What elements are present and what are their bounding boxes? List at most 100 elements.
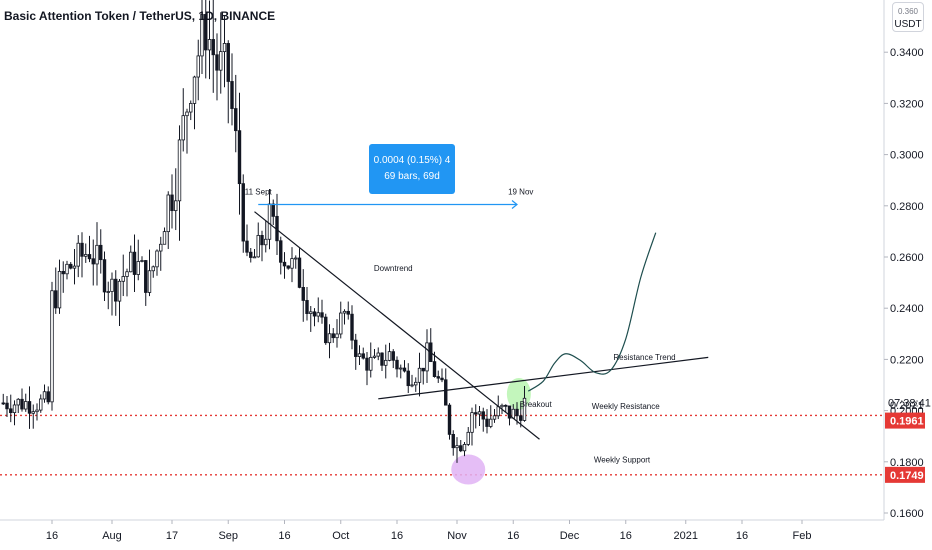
candle-body <box>391 351 395 361</box>
candle-body <box>515 408 519 417</box>
candle-body <box>241 183 245 242</box>
price-tag-label: 0.1961 <box>890 416 924 428</box>
candle-body <box>174 200 178 212</box>
candle-body <box>470 412 474 433</box>
candle-body <box>496 406 500 417</box>
candle-body <box>440 377 444 381</box>
candle-body <box>264 238 268 246</box>
candle-body <box>159 243 163 252</box>
x-tick-label: 16 <box>391 530 403 542</box>
candle-body <box>189 103 193 113</box>
candle-body <box>395 359 399 370</box>
candle-body <box>331 333 335 339</box>
candle-body <box>357 353 362 357</box>
candle-body <box>432 361 437 377</box>
bar-countdown: 07:38:41 <box>888 398 931 410</box>
candle-body <box>522 397 527 421</box>
projection-path <box>527 232 657 392</box>
candle-body <box>65 263 69 275</box>
candle-body <box>177 139 182 202</box>
x-tick-label: Oct <box>332 530 349 542</box>
candle-body <box>335 333 339 339</box>
candle-body <box>252 256 257 259</box>
candle-body <box>144 260 148 293</box>
annotations: 11 Sept 19 Nov Downtrend Resistance Trend Br… <box>245 187 676 464</box>
candle-body <box>106 291 110 293</box>
x-tick-label: Dec <box>560 530 580 542</box>
candle-body <box>234 108 238 132</box>
candle-body <box>215 54 219 71</box>
x-tick-label: 16 <box>620 530 632 542</box>
candle-body <box>474 412 478 415</box>
candle-body <box>16 398 20 406</box>
candle-body <box>372 355 377 358</box>
candle-body <box>260 235 264 246</box>
y-tick-label: 0.1800 <box>890 457 924 469</box>
candle-body <box>282 261 287 267</box>
candle-body <box>455 445 459 449</box>
candle-body <box>1 402 5 405</box>
candle-body <box>121 276 125 282</box>
candle-body <box>511 408 515 419</box>
price-tag-label: 0.1749 <box>890 470 924 482</box>
candle-body <box>294 257 298 260</box>
candle-body <box>342 310 347 314</box>
x-tick-label: 16 <box>46 530 58 542</box>
candle-body <box>485 418 489 427</box>
candle-body <box>297 257 302 288</box>
y-tick-label: 0.3400 <box>890 47 924 59</box>
candle-body <box>339 312 343 335</box>
price-tag-label: 0.2021 <box>890 400 924 412</box>
candle-body <box>31 411 35 414</box>
candle-body <box>320 312 324 318</box>
candle-body <box>69 263 73 269</box>
x-tick-label: 16 <box>507 530 519 542</box>
candle-body <box>166 194 170 233</box>
drawing-shapes <box>451 377 531 485</box>
candle-body <box>147 270 152 293</box>
candle-body <box>87 254 92 260</box>
measure-arrow-head <box>511 200 518 209</box>
candle-body <box>200 14 204 57</box>
horizontal-levels <box>0 414 884 476</box>
candle-body <box>481 411 485 420</box>
candle-body <box>99 244 103 261</box>
candle-body <box>451 433 455 449</box>
annotation-label: Breakout <box>520 400 553 409</box>
candle-body <box>39 398 43 411</box>
currency-unit-button[interactable]: 0.360 USDT <box>892 2 924 32</box>
candle-body <box>54 290 58 309</box>
measure-price-change: 0.0004 (0.15%) 4 <box>373 155 451 166</box>
candle-body <box>80 242 84 257</box>
candle-body <box>519 415 523 421</box>
candle-body <box>406 370 410 387</box>
candle-body <box>444 379 448 406</box>
candle-body <box>305 300 309 314</box>
candle-body <box>346 310 350 315</box>
candle-body <box>57 270 62 309</box>
candle-body <box>42 391 47 400</box>
unit-top-value: 0.360 <box>897 7 919 16</box>
resistance-trend-line <box>378 356 709 400</box>
y-tick-label: 0.3000 <box>890 150 924 162</box>
annotation-label: Resistance Trend <box>613 353 675 362</box>
candle-body <box>237 130 242 185</box>
candle-body <box>230 81 234 109</box>
x-tick-label: 2021 <box>674 530 698 542</box>
candle-body <box>402 367 407 372</box>
candle-body <box>185 111 189 117</box>
candle-body <box>125 271 129 277</box>
annotation-label: Downtrend <box>374 264 413 273</box>
annotation-label: Weekly Support <box>594 455 651 464</box>
candle-body <box>384 359 388 366</box>
x-tick-label: 16 <box>278 530 290 542</box>
annotation-label: 19 Nov <box>508 187 533 196</box>
candle-body <box>140 260 144 262</box>
candle-body <box>117 280 122 302</box>
candle-body <box>421 367 425 372</box>
x-tick-label: Nov <box>447 530 467 542</box>
candle-body <box>376 352 380 357</box>
candle-body <box>196 55 200 78</box>
candle-body <box>410 384 414 387</box>
